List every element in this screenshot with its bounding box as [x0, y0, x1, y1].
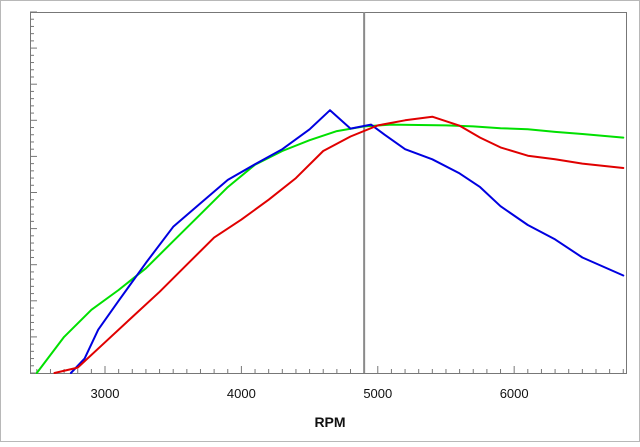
- series-group: [35, 109, 625, 374]
- x-tick-label: 4000: [227, 386, 256, 401]
- plot-area: [30, 12, 627, 374]
- x-axis: 3000 4000 5000 6000: [36, 366, 624, 401]
- y-axis-ticks: [30, 11, 37, 374]
- x-tick-label: 5000: [363, 386, 392, 401]
- x-axis-title: RPM: [314, 414, 345, 430]
- series-line-3: [53, 115, 625, 374]
- x-tick-label: 6000: [500, 386, 529, 401]
- series-line-2: [69, 109, 625, 374]
- series-line-1: [35, 123, 625, 374]
- x-tick-label: 3000: [91, 386, 120, 401]
